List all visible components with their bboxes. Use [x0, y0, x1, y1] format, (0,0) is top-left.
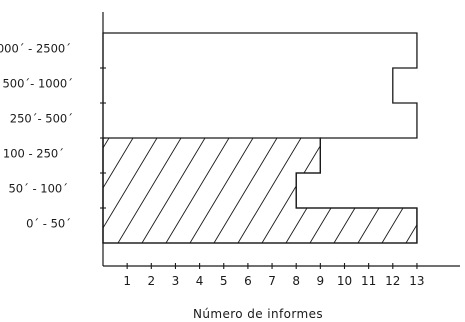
region-outlines	[102, 32, 418, 244]
hatch-line	[357, 138, 417, 243]
x-tick-label: 6	[244, 274, 252, 288]
hatch-line	[141, 138, 206, 243]
x-tick-label: 8	[292, 274, 300, 288]
y-axis-ticks: 0´ - 50´ 50´ - 100´ 100 - 250´ 250´- 500´ 50…	[0, 42, 106, 231]
y-category-label: 50´ - 100´	[8, 182, 68, 196]
hatch-line	[261, 138, 326, 243]
hatch-line	[237, 138, 302, 243]
y-category-label: 0´ - 50´	[26, 217, 71, 231]
hatch-line	[405, 138, 417, 243]
hatch-line	[117, 138, 182, 243]
x-tick-label: 5	[220, 274, 228, 288]
x-tick-label: 11	[361, 274, 376, 288]
x-tick-label: 7	[268, 274, 276, 288]
x-tick-label: 1	[123, 274, 131, 288]
y-category-label: 500´- 1000´	[2, 77, 73, 91]
hatch-line	[309, 138, 374, 243]
hatch-line	[165, 138, 230, 243]
x-axis-ticks: 1 2 3 4 5 6 7 8 9 10 11 12 13	[123, 263, 425, 288]
x-tick-label: 2	[147, 274, 155, 288]
x-tick-label: 12	[385, 274, 400, 288]
x-tick-label: 4	[196, 274, 204, 288]
x-tick-label: 3	[172, 274, 180, 288]
x-tick-label: 9	[317, 274, 325, 288]
hatch-line	[103, 138, 134, 243]
hatch-line	[285, 138, 350, 243]
y-category-label: 250´- 500´	[10, 112, 73, 126]
x-tick-label: 10	[337, 274, 352, 288]
hatched-region-boundary	[102, 137, 418, 244]
hatch-line	[333, 138, 398, 243]
x-axis-title: Número de informes	[193, 307, 323, 321]
hatch-line	[189, 138, 254, 243]
y-category-label: 100 - 250´	[3, 147, 64, 161]
hatch-line	[213, 138, 278, 243]
y-category-label: 1000´ - 2500´	[0, 42, 71, 56]
hatch-line	[103, 138, 158, 243]
x-tick-label: 13	[409, 274, 424, 288]
axes	[102, 12, 460, 267]
hatch-line	[381, 138, 417, 243]
